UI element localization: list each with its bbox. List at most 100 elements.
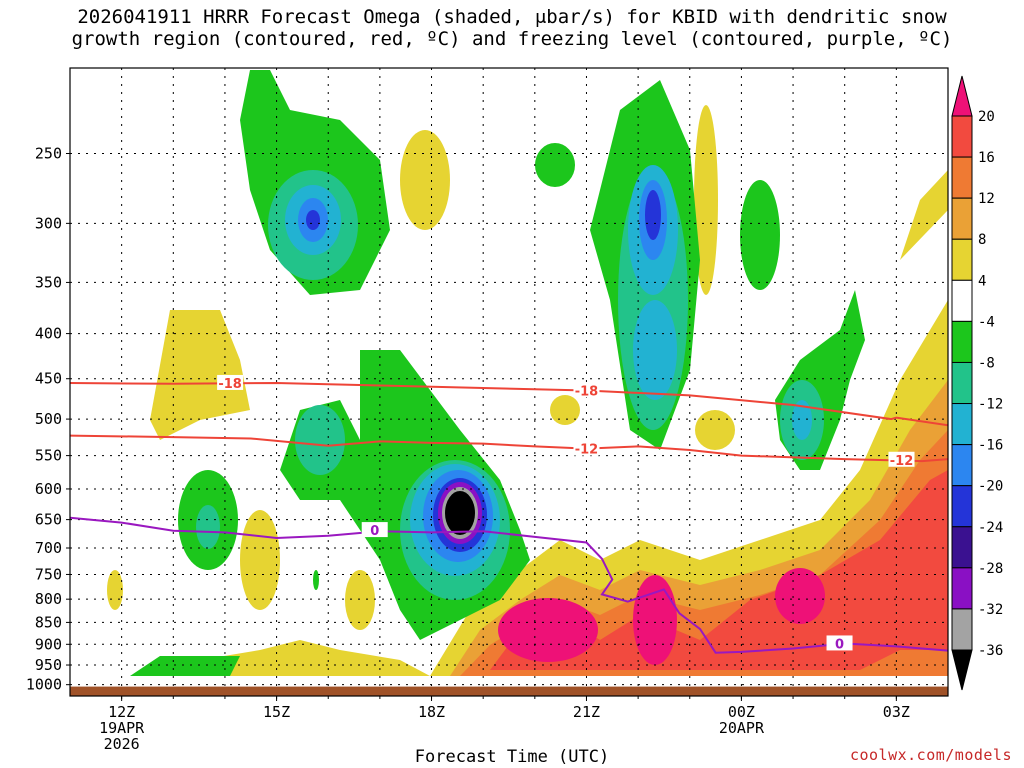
y-tick-label: 1000 [26, 676, 62, 694]
colorbar-label: 12 [978, 191, 995, 207]
contour-label-bg [826, 635, 853, 651]
colorbar-segment [951, 403, 973, 446]
warm-shade-red [490, 470, 948, 670]
contour-label-bg [573, 382, 600, 398]
colorbar-label: -24 [978, 520, 1003, 536]
colorbar-label: -32 [978, 602, 1003, 618]
x-axis-title: Forecast Time (UTC) [414, 747, 610, 767]
yellow-blob-3 [694, 105, 718, 295]
colorbar-label: 4 [978, 273, 986, 289]
x-tick-label: 15Z [263, 703, 290, 721]
colorbar-segment [951, 526, 973, 569]
yellow-blob-6 [107, 570, 123, 610]
contour-label: -18 [218, 377, 242, 392]
colorbar-segment [951, 238, 973, 281]
omega-teal-6 [196, 505, 220, 549]
yellow-blob-2 [400, 130, 450, 230]
contour-label-bg [573, 440, 600, 456]
warm-shade-lower-left [180, 640, 430, 676]
isotherms: -18 -18 -12 -12 0 0 [70, 374, 948, 654]
y-tick-label: 650 [35, 511, 62, 529]
yellow-blob-4 [900, 170, 948, 260]
colorbar-segment [951, 320, 973, 363]
colorbar-segment [951, 567, 973, 610]
omega-green-9 [130, 656, 240, 676]
x-tick-label: 03Z [883, 703, 910, 721]
y-tick-label: 350 [35, 273, 62, 291]
yellow-blob-1 [150, 310, 250, 440]
y-tick-label: 500 [35, 410, 62, 428]
x-tick-year: 2026 [104, 735, 140, 753]
omega-cyan-2b [633, 300, 677, 400]
omega-green-10 [313, 570, 319, 590]
contour-label-bg [217, 374, 244, 390]
y-tick-label: 900 [35, 635, 62, 653]
omega-darkblue-1 [306, 210, 320, 230]
y-tick-label: 450 [35, 370, 62, 388]
colorbar: 20 16 12 8 4 -4 -8 -12 -16 -20 -24 -28 -32 -36 [951, 75, 1003, 691]
y-tick-label: 700 [35, 539, 62, 557]
omega-cyan-5 [792, 400, 812, 440]
colorbar-label: -4 [978, 314, 995, 330]
yellow-blob-8 [240, 510, 280, 610]
omega-green-3 [535, 143, 575, 187]
colorbar-label: -16 [978, 438, 1003, 454]
title-line-1: 2026041911 HRRR Forecast Omega (shaded, … [77, 6, 947, 28]
contour-label-bg [361, 522, 388, 538]
colorbar-segment [951, 156, 973, 199]
isotherm-line [70, 434, 948, 463]
omega-darkblue-2 [645, 190, 661, 240]
warm-shade-magenta-2 [633, 575, 677, 665]
x-tick-date: 19APR [99, 719, 145, 737]
warm-shade-magenta-1 [498, 598, 598, 662]
omega-green-4 [740, 180, 780, 290]
x-tick-label: 18Z [418, 703, 445, 721]
colorbar-segment [951, 361, 973, 405]
ground [70, 686, 948, 696]
isotherm-line [70, 516, 948, 654]
title-line-2: growth region (contoured, red, ºC) and f… [71, 28, 953, 50]
colorbar-label: -8 [978, 355, 995, 371]
colorbar-segment [951, 279, 973, 322]
colorbar-label: -20 [978, 479, 1003, 495]
omega-shading [107, 70, 948, 676]
colorbar-label: 8 [978, 232, 986, 248]
contour-label: 0 [835, 637, 844, 652]
contour-label-bg [888, 451, 915, 467]
x-tick-label: 12Z [108, 703, 135, 721]
omega-black-8 [445, 491, 475, 535]
contour-label: 0 [370, 524, 379, 539]
yellow-blob-9 [695, 410, 735, 450]
omega-teal-7 [295, 405, 345, 475]
colorbar-label: -28 [978, 561, 1003, 577]
colorbar-segment [951, 608, 973, 651]
x-tick-date: 20APR [719, 719, 765, 737]
y-tick-label: 400 [35, 325, 62, 343]
warm-shade-magenta-3 [775, 568, 825, 624]
x-tick-label: 00Z [728, 703, 755, 721]
y-tick-label: 800 [35, 590, 62, 608]
ground-shading [70, 686, 948, 696]
axes: 250 300 350 400 450 500 550 600 650 700 750 800 850 9… [26, 67, 949, 753]
y-tick-label: 750 [35, 565, 62, 583]
y-tick-label: 550 [35, 447, 62, 465]
credit-text: coolwx.com/models [849, 746, 1012, 764]
colorbar-bottom-arrow [951, 649, 973, 691]
colorbar-top-arrow [951, 75, 973, 117]
colorbar-segment [951, 197, 973, 240]
page-title: 2026041911 HRRR Forecast Omega (shaded, … [0, 6, 1024, 50]
colorbar-label: 20 [978, 109, 995, 125]
yellow-blob-7 [345, 570, 375, 630]
colorbar-segment [951, 444, 973, 487]
contour-label: -12 [575, 443, 599, 458]
yellow-blob-5 [550, 395, 580, 425]
contour-label: -18 [575, 384, 599, 399]
y-tick-label: 950 [35, 656, 62, 674]
colorbar-segment [951, 485, 973, 528]
plot-frame [69, 67, 949, 697]
grid [70, 68, 948, 696]
y-tick-label: 850 [35, 613, 62, 631]
colorbar-segment [951, 115, 973, 158]
y-tick-label: 600 [35, 480, 62, 498]
